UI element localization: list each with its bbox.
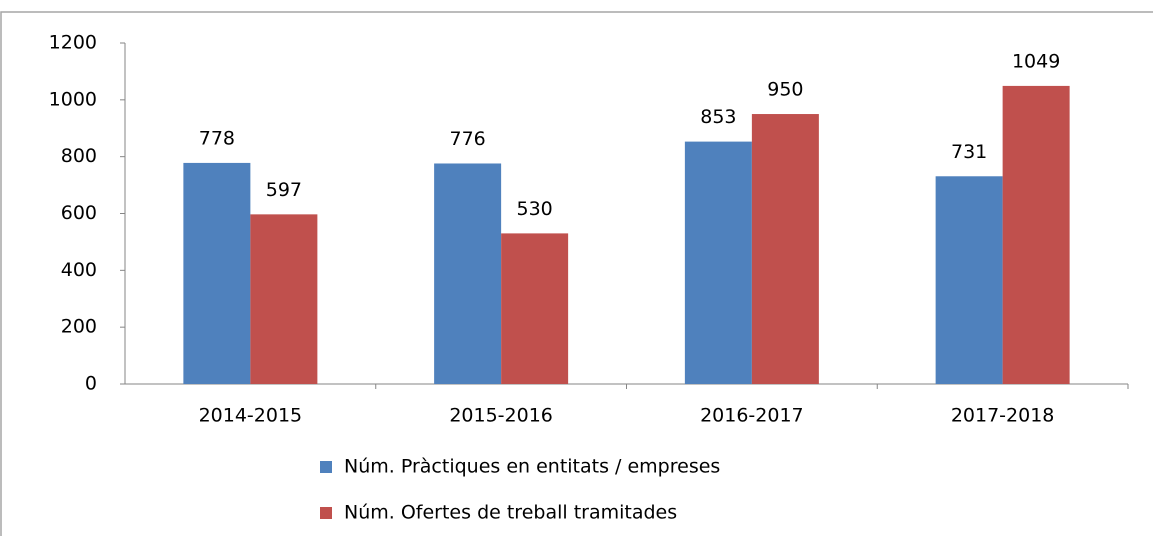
data-label: 950 [767,79,803,101]
y-tick-label: 800 [61,145,97,167]
bar [434,163,502,384]
legend-label: Núm. Pràctiques en entitats / empreses [344,456,720,478]
x-tick-label: 2015-2016 [449,405,553,427]
legend-label: Núm. Ofertes de treball tramitades [344,502,677,524]
x-tick-label: 2014-2015 [199,405,303,427]
bar [183,162,251,384]
y-tick-label: 1200 [49,32,97,54]
y-tick-label: 600 [61,202,97,224]
y-tick-label: 0 [85,373,97,395]
data-label: 776 [449,128,485,150]
bar [501,233,569,384]
data-label: 731 [951,141,987,163]
bar [751,114,819,385]
data-label: 778 [199,127,235,149]
bar [684,141,752,384]
data-label: 530 [516,198,552,220]
y-tick-label: 200 [61,316,97,338]
legend-swatch [320,461,332,473]
y-tick-label: 1000 [49,88,97,110]
chart-frame [0,11,1153,536]
bar [1002,85,1070,384]
bar [250,214,318,384]
bar [935,176,1003,384]
y-tick-label: 400 [61,259,97,281]
data-label: 597 [266,179,302,201]
x-tick-label: 2016-2017 [700,405,804,427]
x-tick-label: 2017-2018 [951,405,1055,427]
data-label: 853 [700,106,736,128]
data-label: 1049 [1012,50,1060,72]
legend-swatch [320,507,332,519]
